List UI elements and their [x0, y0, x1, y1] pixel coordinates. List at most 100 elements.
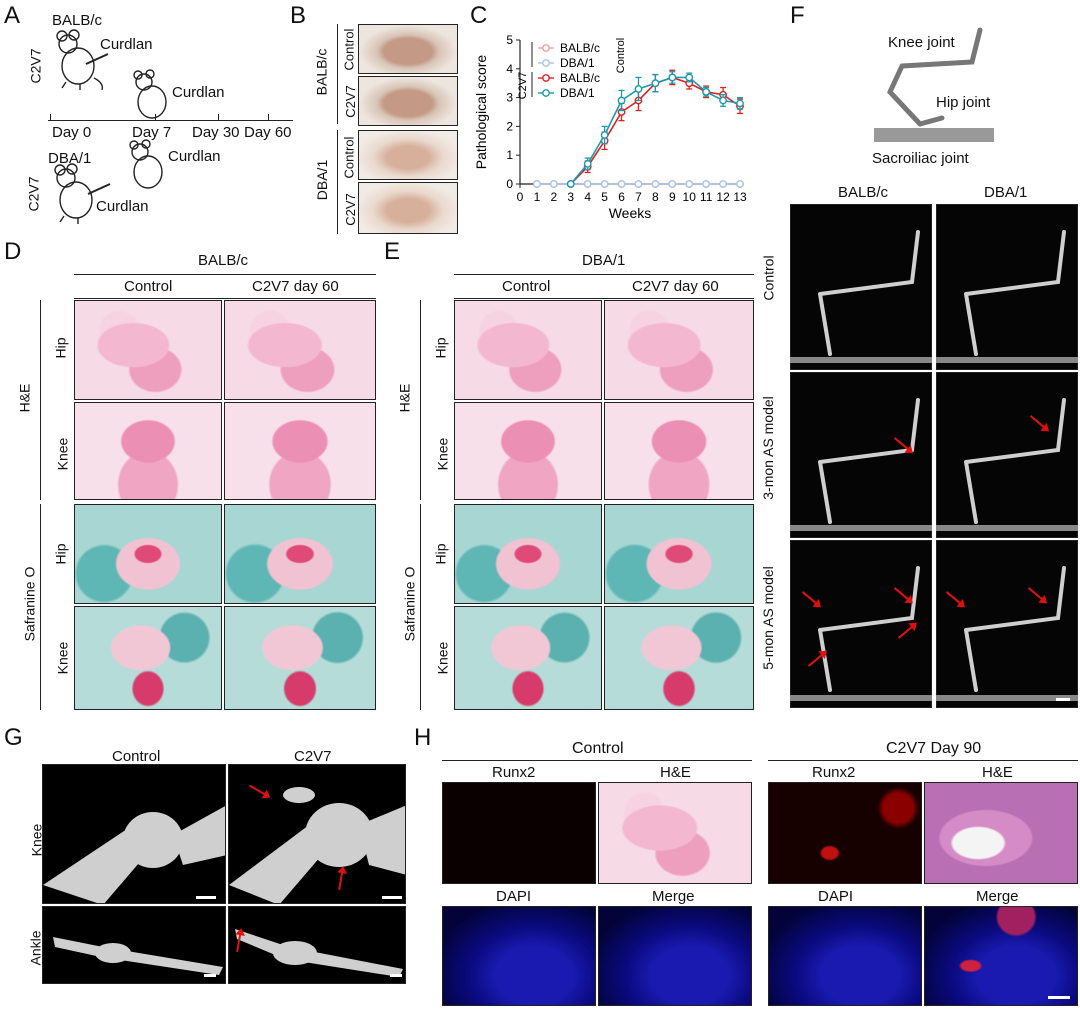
he-hip-balbc-c2v7: [224, 300, 376, 400]
data-point-3: [600, 131, 609, 139]
panel-a-agent2: C2V7: [25, 176, 42, 212]
timeline-day0: Day 0: [52, 124, 92, 141]
knee-joint-label: Knee joint: [888, 34, 955, 51]
panel-e-col-control: Control: [502, 278, 551, 295]
panel-h-label-merge-ctrl: Merge: [652, 888, 695, 905]
panel-h-label-he-c2v7: H&E: [982, 764, 1013, 781]
he-hip-dba1-control: [454, 300, 602, 400]
sacroiliac-joint-label: Sacroiliac joint: [872, 150, 969, 167]
data-point-1: [702, 180, 711, 188]
legend-group-control: Control: [615, 38, 627, 73]
data-point-3: [668, 73, 677, 82]
x-tick-label: 12: [716, 190, 730, 204]
panel-g-col-control: Control: [112, 748, 161, 765]
y-tick-label: 5: [506, 33, 513, 47]
data-point-3: [736, 99, 744, 108]
scale-bar-g3: [204, 974, 216, 977]
dapi-control-image: [442, 906, 596, 1006]
data-point-1: [719, 180, 727, 188]
he-knee-balbc-control: [74, 402, 222, 500]
saf-knee-dba1-control: [454, 606, 602, 710]
scale-bar-g2: [382, 896, 402, 899]
panel-b-strain1: BALB/c: [313, 48, 330, 96]
x-tick-label: 4: [584, 190, 591, 204]
panel-f-col-balbc: BALB/c: [838, 184, 889, 201]
legend-marker-2: [542, 74, 550, 82]
data-point-3: [634, 85, 643, 93]
panel-g-label: G: [4, 724, 23, 751]
panel-b-row4: C2V7: [342, 193, 358, 226]
panel-d-row-knee1: Knee: [54, 437, 71, 471]
paw-image-balbc-control: [358, 24, 458, 74]
panel-f-row-3mon: 3-mon AS model: [759, 396, 776, 500]
data-point-3: [651, 79, 660, 88]
legend-group-c2v7: C2V7: [517, 72, 529, 100]
syringe-icon-2: [87, 183, 111, 195]
x-tick-label: 9: [669, 190, 676, 204]
xray-balbc-control: [790, 204, 932, 370]
scale-bar-g4: [390, 974, 402, 977]
panel-h-group-control: Control: [572, 740, 624, 757]
legend-label-3: DBA/1: [560, 86, 595, 100]
panel-a-agent1: C2V7: [27, 48, 44, 84]
panel-g-col-c2v7: C2V7: [294, 748, 332, 765]
merge-control-image: [598, 906, 752, 1006]
panel-c-label: C: [470, 2, 488, 29]
y-tick-label: 2: [506, 119, 513, 133]
panel-e-title: DBA/1: [582, 252, 626, 269]
he-hip-dba1-c2v7: [604, 300, 754, 400]
y-axis-label: Pathological score: [473, 55, 489, 170]
x-tick-label: 2: [551, 190, 558, 204]
scale-bar-h: [1048, 996, 1070, 999]
panel-h-label-runx2-c2v7: Runx2: [812, 764, 856, 781]
panel-b-row2: C2V7: [342, 85, 358, 118]
data-point-1: [668, 180, 677, 188]
he-hip-balbc-control: [74, 300, 222, 400]
panel-h-label-merge-c2v7: Merge: [976, 888, 1019, 905]
panel-d-group-safranine: Safranine O: [21, 566, 38, 642]
panel-a-curdlan-2: Curdlan: [172, 84, 225, 101]
he-knee-balbc-c2v7: [224, 402, 376, 500]
microct-knee-c2v7: [228, 764, 406, 904]
data-point-1: [600, 180, 609, 188]
scale-bar-f: [1056, 698, 1070, 701]
x-tick-label: 6: [618, 190, 625, 204]
data-point-3: [719, 96, 727, 105]
data-point-1: [685, 180, 694, 188]
panel-b-row1: Control: [341, 28, 357, 71]
xray-skeleton-overlays: [790, 230, 1078, 701]
x-tick-label: 11: [700, 190, 713, 204]
data-point-1: [634, 180, 643, 188]
panel-f-label: F: [790, 2, 805, 29]
legend-label-2: BALB/c: [560, 71, 600, 85]
data-point-1: [651, 180, 660, 188]
mouse-icon-balbc: [56, 29, 104, 90]
scale-bar-g1: [196, 896, 216, 899]
he-knee-dba1-control: [454, 402, 602, 500]
data-point-3: [617, 96, 626, 105]
panel-e-row-hip2: Hip: [432, 543, 449, 565]
series-line-2: [570, 76, 741, 185]
runx2-c2v7-image: [768, 782, 922, 884]
panel-a-curdlan-1: Curdlan: [100, 36, 153, 53]
data-point-1: [549, 180, 558, 188]
timeline-axis: [48, 120, 293, 121]
panel-b-row3: Control: [341, 136, 357, 179]
data-point-3: [685, 73, 694, 82]
panel-d-row-hip2: Hip: [52, 543, 69, 565]
saf-knee-balbc-c2v7: [224, 606, 376, 710]
panel-e-col-c2v7: C2V7 day 60: [632, 278, 719, 295]
panel-e-row-knee1: Knee: [434, 437, 451, 471]
panel-h-group-c2v7: C2V7 Day 90: [886, 740, 982, 757]
panel-d-col-control: Control: [124, 278, 173, 295]
panel-a-curdlan-3: Curdlan: [168, 148, 221, 165]
hip-joint-label: Hip joint: [936, 94, 991, 111]
x-tick-label: 8: [652, 190, 659, 204]
mouse-icon-day7-bottom: [129, 139, 163, 189]
legend-label-0: BALB/c: [560, 41, 600, 55]
mouse-icon-day7-top: [133, 69, 167, 119]
microct-ankle-control: [42, 906, 226, 984]
data-point-1: [736, 180, 744, 188]
saf-knee-dba1-c2v7: [604, 606, 754, 710]
y-tick-label: 0: [506, 177, 513, 191]
